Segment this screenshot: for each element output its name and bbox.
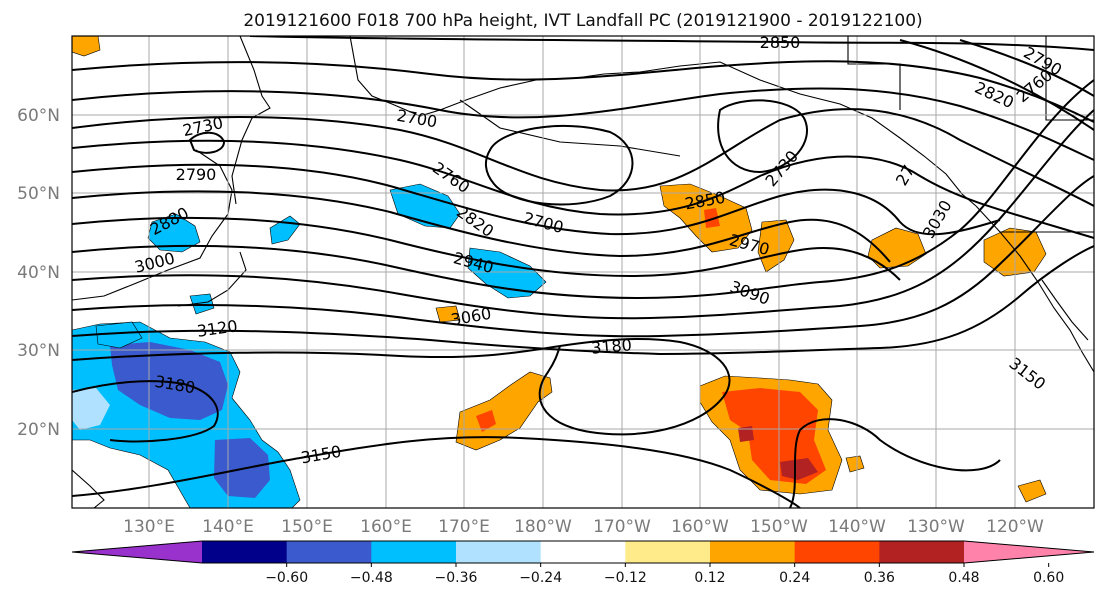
colorbar-segment [371, 541, 457, 563]
lon-label: 150°E [281, 517, 333, 537]
contour-line [72, 109, 1094, 320]
longitude-labels: 130°E 140°E 150°E 160°E 170°E 180°W 170°… [123, 517, 1044, 537]
ivt-positive-small-2 [1017, 479, 1047, 503]
lon-label: 170°E [438, 517, 490, 537]
colorbar-segment [202, 541, 288, 563]
colorbar-tick-label: −0.48 [350, 570, 393, 586]
map-title: 2019121600 F018 700 hPa height, IVT Land… [243, 11, 922, 31]
lon-label: 150°W [750, 517, 808, 537]
coastline-baja [1041, 279, 1089, 341]
contour-line [72, 163, 1001, 236]
colorbar-tick-label: 0.60 [1033, 570, 1064, 586]
ivt-negative-japan-4 [95, 321, 143, 349]
lat-label-30n: 30°N [17, 341, 60, 361]
lat-label-60n: 60°N [17, 106, 60, 126]
colorbar-tick-label: 0.48 [948, 570, 979, 586]
lon-label: 140°W [828, 517, 886, 537]
colorbar-segment [879, 541, 965, 563]
colorbar-segment [456, 541, 542, 563]
coastline-asia-east [72, 149, 233, 301]
lon-label: 160°W [671, 517, 729, 537]
contour-line [72, 436, 801, 508]
colorbar-tick-label: 0.36 [864, 570, 895, 586]
ivt-positive-subtropic-2-core-2 [738, 426, 754, 442]
map-frame [71, 35, 1095, 509]
contour-line [538, 338, 731, 436]
contour-label: 3180 [590, 335, 632, 357]
ivt-negative-light-west-2 [72, 388, 110, 430]
contour-line [959, 39, 1094, 97]
contour-line [188, 131, 226, 154]
ivt-positive-subtropic-1 [455, 371, 553, 451]
lon-label: 170°W [593, 517, 651, 537]
contour-line [72, 345, 561, 361]
height-contours [72, 36, 1094, 508]
contour-line [899, 39, 1094, 131]
ivt-positive-ne-2 [757, 219, 795, 273]
contour-line [72, 245, 1094, 356]
lat-label-20n: 20°N [17, 420, 60, 440]
colorbar-tick-label: 0.12 [694, 570, 725, 586]
colorbar-tick-label: −0.60 [265, 570, 308, 586]
contour-line [72, 108, 1094, 207]
contour-line [72, 79, 1094, 300]
contour-line [717, 99, 808, 174]
contour-line [72, 175, 1094, 338]
ivt-negative-japan [147, 213, 201, 253]
ivt-positive-ne-1-core [704, 208, 720, 228]
lon-label: 160°E [360, 517, 412, 537]
colorbar-outline [71, 540, 1095, 564]
coastline-namerica-west [975, 205, 1094, 373]
colorbar: −0.60 −0.48 −0.36 −0.24 −0.12 0.12 0.24 0.36 0.4… [71, 540, 1095, 586]
ivt-negative-central-2 [467, 247, 547, 299]
colorbar-segment [625, 541, 711, 563]
contour-line [72, 60, 1094, 123]
ivt-positive-small-4 [435, 305, 461, 323]
coastline-aleutians [459, 99, 681, 157]
contour-label: 2850 [760, 33, 801, 52]
lon-label: 130°E [123, 517, 175, 537]
contour-line [72, 190, 891, 263]
colorbar-extend-low [72, 541, 202, 563]
contour-line [72, 139, 1094, 239]
contour-line [484, 125, 634, 206]
contour-label: 2790 [176, 165, 217, 184]
colorbar-tick-label: −0.24 [519, 570, 562, 586]
coastline-alaska [349, 36, 977, 207]
ivt-positive-subtropic-1-core [476, 410, 496, 432]
lon-label: 180°W [514, 517, 572, 537]
colorbar-extend-high [964, 541, 1094, 563]
coastline-kamchatka [231, 36, 271, 205]
contour-line [72, 87, 1094, 161]
ivt-positive-subtropic-2-core [780, 458, 818, 480]
contour-line [72, 216, 901, 281]
map-panel: 2850 2790 2760 2820 2730 2700 2790 2760 … [71, 33, 1095, 509]
lat-label-40n: 40°N [17, 263, 60, 283]
colorbar-tick-label: −0.36 [435, 570, 478, 586]
colorbar-tick-label: −0.12 [604, 570, 647, 586]
lon-label: 140°E [202, 517, 254, 537]
ivt-positive-small-3 [845, 455, 865, 473]
lat-label-50n: 50°N [17, 184, 60, 204]
contour-line [72, 380, 219, 443]
colorbar-segment [794, 541, 880, 563]
colorbar-segment [286, 541, 372, 563]
colorbar-tick-label: 0.24 [779, 570, 810, 586]
colorbar-segment [540, 541, 626, 563]
lon-label: 130°W [907, 517, 965, 537]
lon-label: 120°W [986, 517, 1044, 537]
contour-line [789, 418, 1001, 508]
ivt-positive-small-1 [72, 36, 101, 57]
colorbar-segment [710, 541, 796, 563]
latitude-labels: 60°N 50°N 40°N 30°N 20°N [17, 106, 60, 440]
state-border-3 [847, 36, 901, 110]
